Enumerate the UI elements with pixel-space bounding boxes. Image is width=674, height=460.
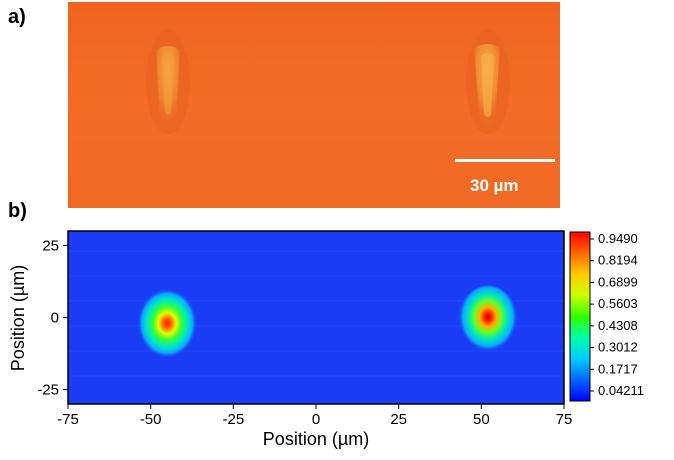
panel-label-a: a) [8,6,26,28]
y-tick-label: -25 [37,382,59,399]
x-axis-title: Position (µm) [263,429,369,449]
colorbar-label: 0.9490 [598,231,638,246]
x-tick-label: -50 [140,411,162,428]
optical-micrograph [68,2,560,208]
intensity-spot-2 [457,285,518,356]
x-tick-label: 25 [390,411,407,428]
scale-bar [455,159,555,162]
waveguide-right [466,30,510,134]
x-tick-label: 75 [556,411,573,428]
colorbar-label: 0.6899 [598,274,638,289]
x-tick-label: -25 [222,411,244,428]
micrograph-image [68,2,560,208]
y-axis-title: Position (µm) [8,265,28,371]
colorbar-label: 0.8194 [598,253,638,268]
scale-bar-label: 30 µm [470,176,519,195]
colorbar-label: 0.5603 [598,296,638,311]
background-streaks [68,250,564,377]
colorbar-label: 0.1717 [598,361,638,376]
y-tick-label: 0 [51,310,59,327]
intensity-spot-1 [137,288,198,359]
x-tick-label: -75 [57,411,79,428]
colorbar-label: 0.04211 [598,383,644,398]
x-tick-label: 0 [312,411,320,428]
x-tick-label: 50 [473,411,490,428]
colorbar-label: 0.3012 [598,340,638,355]
y-tick-label: 25 [42,237,59,254]
panel-label-b: b) [8,200,27,222]
colorbar-label: 0.4308 [598,318,638,333]
colorbar [569,231,591,402]
waveguide-left [146,30,190,134]
